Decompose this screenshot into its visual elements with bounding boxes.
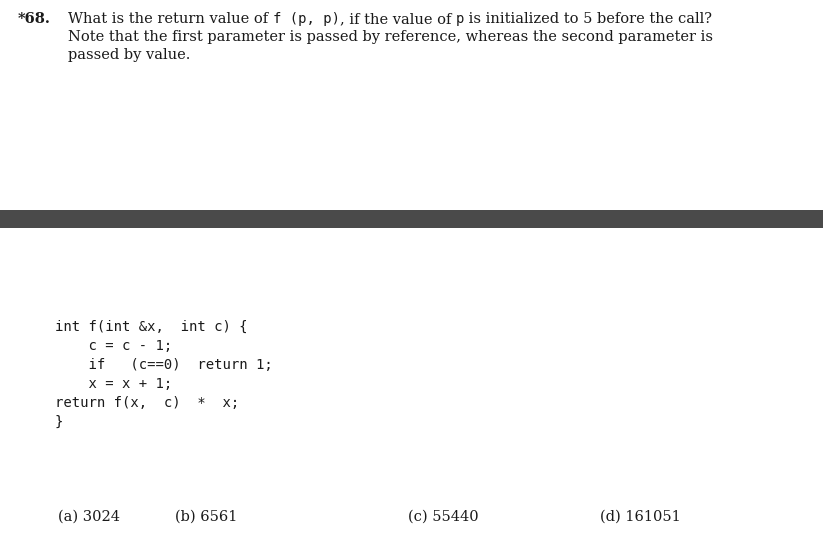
Text: }: } (55, 415, 63, 429)
Text: x = x + 1;: x = x + 1; (55, 377, 172, 391)
Bar (0, 210, 823, 228)
Text: f (p, p): f (p, p) (272, 12, 340, 26)
Text: , if the value of: , if the value of (340, 12, 456, 26)
Text: if   (c==0)  return 1;: if (c==0) return 1; (55, 358, 272, 372)
Text: (c) 55440: (c) 55440 (408, 510, 479, 524)
Text: What is the return value of: What is the return value of (68, 12, 272, 26)
Text: *68.: *68. (18, 12, 51, 26)
Text: (a) 3024: (a) 3024 (58, 510, 120, 524)
Text: return f(x,  c)  *  x;: return f(x, c) * x; (55, 396, 239, 410)
Text: is initialized to 5 before the call?: is initialized to 5 before the call? (464, 12, 712, 26)
Text: passed by value.: passed by value. (68, 48, 190, 62)
Text: (b) 6561: (b) 6561 (175, 510, 237, 524)
Text: p: p (456, 12, 464, 26)
Text: c = c - 1;: c = c - 1; (55, 339, 172, 353)
Text: Note that the first parameter is passed by reference, whereas the second paramet: Note that the first parameter is passed … (68, 30, 713, 44)
Text: int f(int &x,  int c) {: int f(int &x, int c) { (55, 320, 248, 334)
Text: (d) 161051: (d) 161051 (600, 510, 681, 524)
